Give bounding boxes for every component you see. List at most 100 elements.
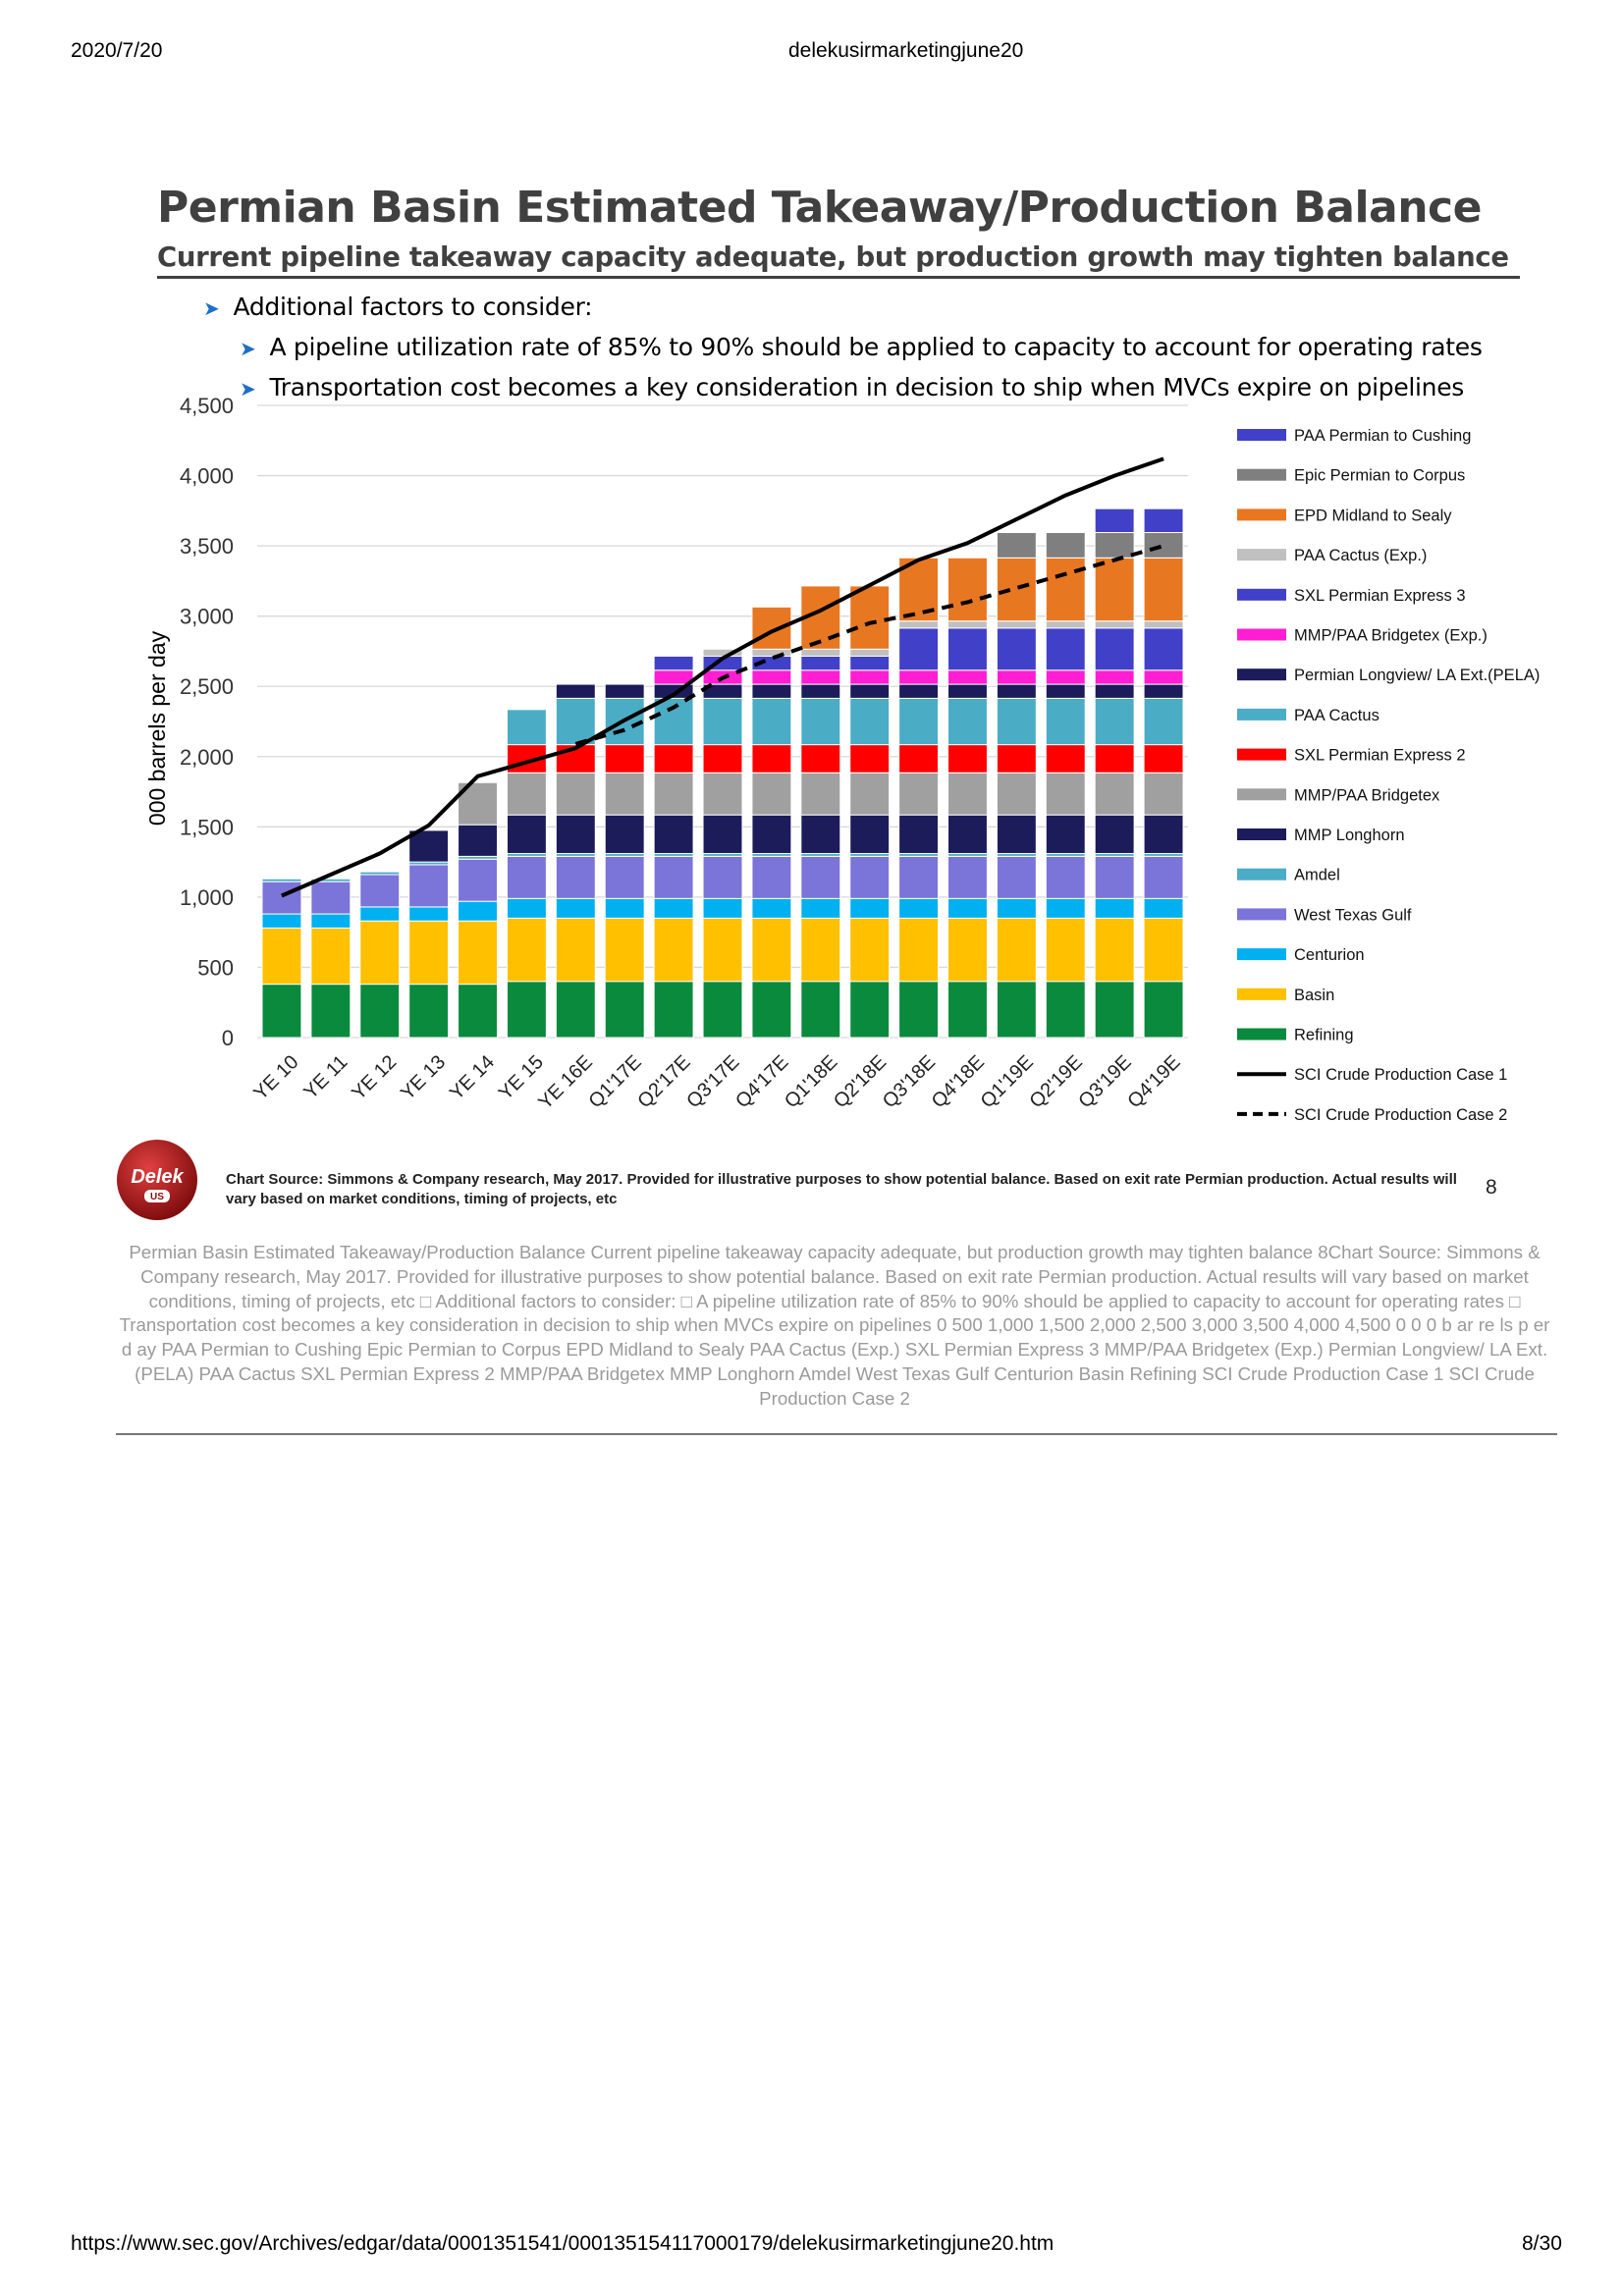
- x-tick-label: Q3'19E: [1074, 1051, 1135, 1112]
- bar-segment: [849, 669, 891, 685]
- bar-segment: [1094, 772, 1135, 816]
- x-tick-label: YE 11: [299, 1051, 352, 1103]
- legend-label: Refining: [1294, 1027, 1354, 1044]
- bar-segment: [1094, 620, 1135, 629]
- chart-source-note: Chart Source: Simmons & Company research…: [226, 1171, 1457, 1207]
- source-url[interactable]: https://www.sec.gov/Archives/edgar/data/…: [71, 2232, 1055, 2255]
- legend-swatch: [1237, 588, 1286, 601]
- legend-label: MMP/PAA Bridgetex (Exp.): [1294, 627, 1488, 645]
- bar-segment: [751, 814, 792, 855]
- bar-segment: [1045, 917, 1086, 983]
- arrow-bullet-icon: ➤: [203, 296, 220, 320]
- bar-segment: [261, 881, 302, 915]
- bar-segment: [653, 744, 694, 774]
- bar-segment: [898, 814, 940, 855]
- y-axis-label: 000 barrels per day: [144, 630, 170, 826]
- bar-segment: [898, 620, 940, 629]
- bar-segment: [996, 557, 1037, 622]
- bar-segment: [800, 897, 841, 919]
- bar-segment: [1094, 507, 1135, 534]
- bar-segment: [996, 697, 1037, 746]
- bar-segment: [261, 927, 302, 986]
- bar-segment: [751, 683, 792, 699]
- bar-segment: [1045, 627, 1086, 671]
- arrow-bullet-icon: ➤: [240, 377, 256, 400]
- y-tick-label: 3,000: [180, 605, 234, 629]
- slide-title: Permian Basin Estimated Takeaway/Product…: [157, 183, 1482, 233]
- x-tick-label: YE 16E: [534, 1051, 597, 1114]
- takeaway-production-chart: 0 500 1,000 1,500 2,000 2,500 3,000 3,500 4,000 4…: [144, 394, 1540, 1124]
- x-tick-label: Q2'17E: [633, 1051, 694, 1112]
- legend-label: SXL Permian Express 3: [1294, 587, 1466, 605]
- legend-label: SXL Permian Express 2: [1294, 747, 1466, 765]
- bar-segment: [555, 814, 596, 855]
- bar-segment: [1143, 683, 1184, 699]
- bar-segment: [898, 683, 940, 699]
- bar-segment: [849, 855, 891, 899]
- bar-segment: [1045, 620, 1086, 629]
- bar-segment: [1045, 744, 1086, 774]
- bar-segment: [555, 981, 596, 1039]
- x-tick-label: Q3'17E: [682, 1051, 743, 1112]
- bullet-2-text: Transportation cost becomes a key consid…: [269, 373, 1465, 401]
- bar-segment: [261, 984, 302, 1039]
- bar-segment: [898, 744, 940, 774]
- bar-segment: [1045, 532, 1086, 559]
- bar-segment: [751, 897, 792, 919]
- bar-segment: [849, 655, 891, 671]
- bar-segment: [947, 917, 988, 983]
- bar-segment: [1143, 981, 1184, 1039]
- bar-segment: [849, 683, 891, 699]
- bar-segment: [898, 697, 940, 746]
- legend-swatch: [1237, 748, 1286, 761]
- chart-legend: PAA Permian to Cushing Epic Permian to Co…: [1237, 427, 1540, 1124]
- x-tick-label: Q1'17E: [584, 1051, 645, 1112]
- bar-segment: [458, 920, 498, 986]
- title-divider: [157, 276, 1520, 279]
- bar-segment: [849, 585, 891, 650]
- series-line: [281, 456, 1164, 898]
- legend-label: MMP/PAA Bridgetex: [1294, 786, 1440, 804]
- legend-label: PAA Permian to Cushing: [1294, 427, 1471, 445]
- bar-segment: [996, 772, 1037, 816]
- bar-segment: [800, 669, 841, 685]
- legend-label: PAA Cactus (Exp.): [1294, 547, 1427, 564]
- bar-segment: [1143, 744, 1184, 774]
- bar-segment: [1143, 532, 1184, 559]
- bar-segment: [359, 906, 401, 922]
- y-tick-label: 2,000: [180, 745, 234, 770]
- bar-segment: [800, 814, 841, 855]
- bar-segment: [898, 917, 940, 983]
- slide-subtitle: Current pipeline takeaway capacity adequ…: [157, 241, 1509, 273]
- x-tick-label: Q4'17E: [731, 1051, 792, 1112]
- bar-segment: [1143, 917, 1184, 983]
- y-tick-label: 0: [222, 1026, 234, 1050]
- legend-label: Amdel: [1294, 867, 1340, 884]
- bar-segment: [898, 981, 940, 1039]
- bar-segment: [555, 897, 596, 919]
- bar-segment: [261, 878, 302, 882]
- legend-label: EPD Midland to Sealy: [1294, 507, 1452, 524]
- legend-swatch: [1237, 508, 1286, 521]
- bar-segment: [604, 981, 645, 1039]
- bar-segment: [849, 814, 891, 855]
- bar-segment: [604, 897, 645, 919]
- bar-segment: [653, 814, 694, 855]
- x-tick-label: Q2'19E: [1026, 1051, 1087, 1112]
- bar-segment: [653, 655, 694, 671]
- legend-label: Basin: [1294, 987, 1334, 1004]
- legend-swatch: [1237, 908, 1286, 921]
- x-tick-label: Q1'19E: [977, 1051, 1038, 1112]
- bar-segment: [1094, 855, 1135, 899]
- bar-segment: [1143, 897, 1184, 919]
- bar-segment: [1094, 697, 1135, 746]
- arrow-bullet-icon: ➤: [240, 337, 256, 360]
- bar-segment: [849, 897, 891, 919]
- bar-segment: [458, 984, 498, 1039]
- y-axis: 0 500 1,000 1,500 2,000 2,500 3,000 3,500 4,000 4…: [180, 394, 234, 1050]
- bar-segment: [1045, 669, 1086, 685]
- bar-segment: [800, 917, 841, 983]
- bar-segment: [604, 814, 645, 855]
- bar-segment: [849, 981, 891, 1039]
